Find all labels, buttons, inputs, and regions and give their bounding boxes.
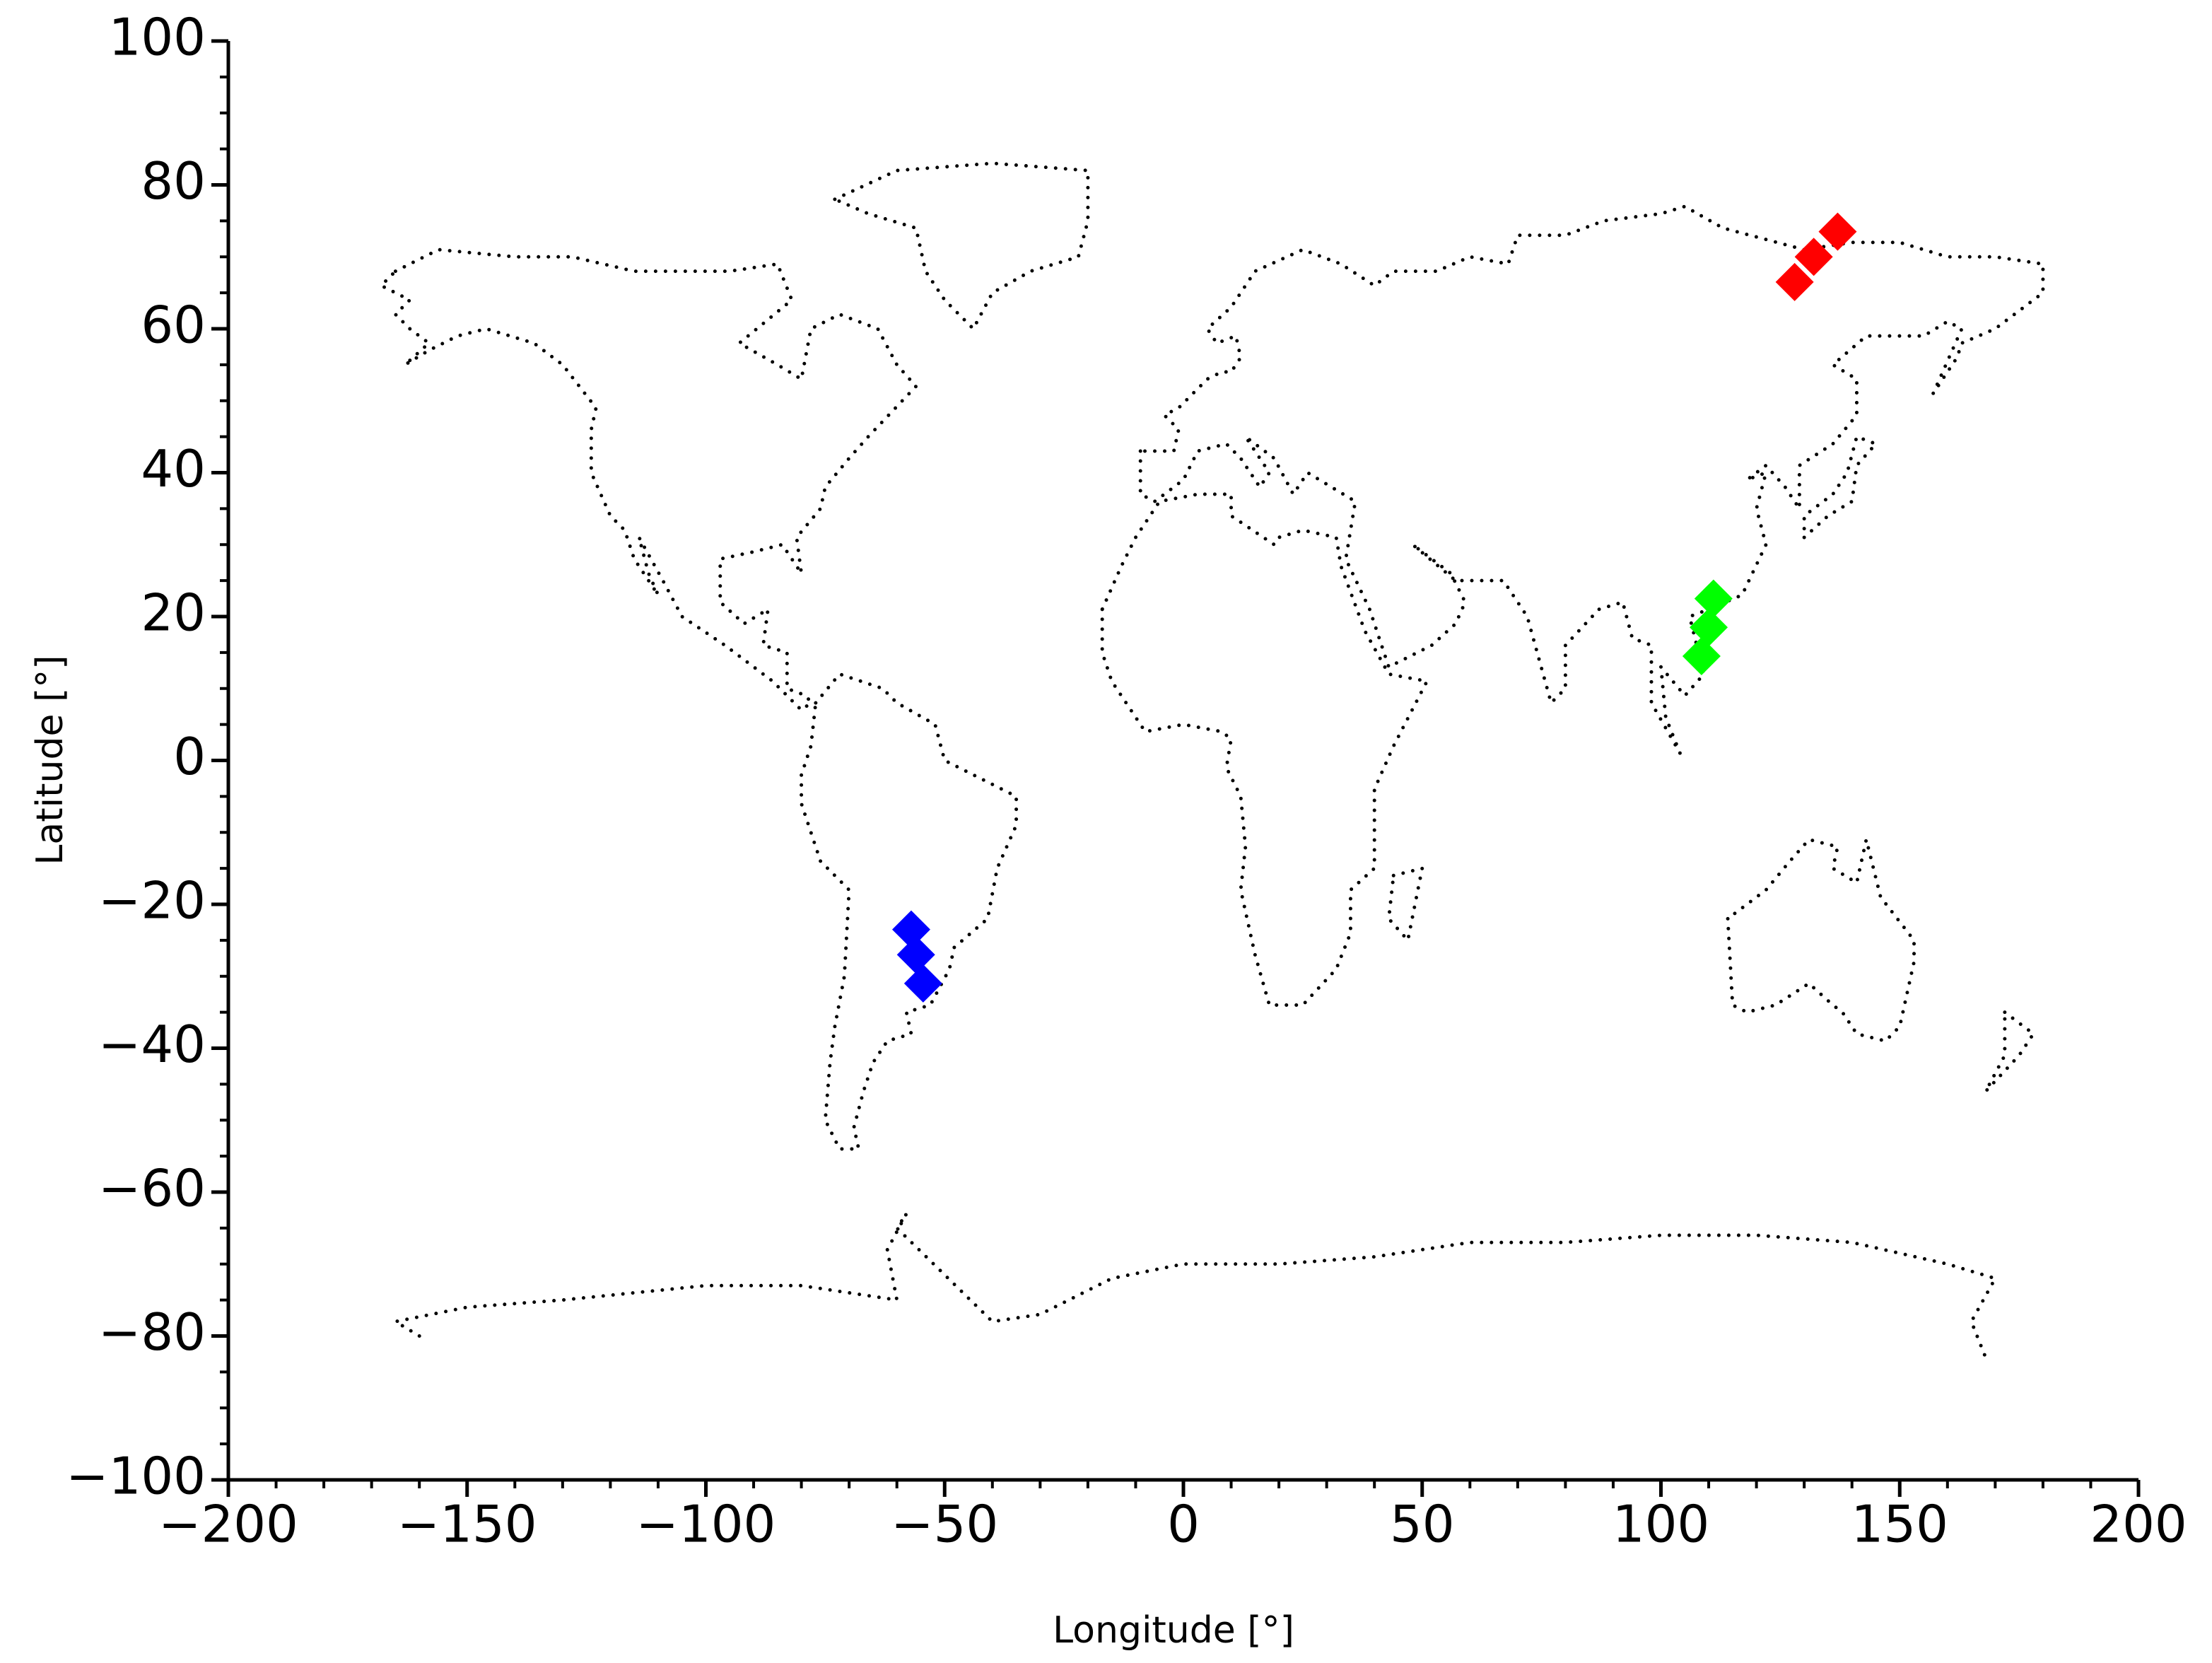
y-tick-label: −40 bbox=[98, 1015, 206, 1074]
x-tick-label: 200 bbox=[2090, 1495, 2187, 1554]
x-tick-label: −100 bbox=[636, 1495, 776, 1554]
x-tick-label: −200 bbox=[158, 1495, 298, 1554]
marker bbox=[1694, 579, 1733, 618]
marker bbox=[891, 910, 930, 949]
y-tick-label: 0 bbox=[173, 727, 206, 786]
y-tick-label: −100 bbox=[66, 1447, 206, 1506]
marker bbox=[1682, 636, 1721, 675]
x-tick-label: 150 bbox=[1851, 1495, 1948, 1554]
marker bbox=[1690, 608, 1728, 647]
x-tick-label: 0 bbox=[1167, 1495, 1200, 1554]
y-tick-label: 60 bbox=[141, 296, 206, 355]
y-tick-label: 100 bbox=[109, 8, 206, 67]
y-tick-label: 80 bbox=[141, 151, 206, 211]
marker bbox=[896, 935, 935, 974]
x-tick-label: −50 bbox=[891, 1495, 998, 1554]
y-tick-label: −60 bbox=[98, 1159, 206, 1218]
y-tick-label: 40 bbox=[141, 439, 206, 498]
coastline bbox=[378, 161, 2045, 1360]
marker bbox=[1794, 238, 1833, 276]
marker bbox=[903, 964, 942, 1003]
x-tick-label: 100 bbox=[1613, 1495, 1709, 1554]
marker bbox=[1818, 212, 1857, 251]
y-tick-label: −20 bbox=[98, 871, 206, 930]
y-tick-label: −80 bbox=[98, 1302, 206, 1362]
x-axis-label: Longitude [°] bbox=[1053, 1609, 1294, 1652]
x-tick-label: −150 bbox=[397, 1495, 537, 1554]
y-axis-label: Latitude [°] bbox=[29, 655, 71, 865]
marker bbox=[1775, 262, 1814, 301]
x-tick-label: 50 bbox=[1390, 1495, 1455, 1554]
y-tick-label: 20 bbox=[141, 583, 206, 643]
